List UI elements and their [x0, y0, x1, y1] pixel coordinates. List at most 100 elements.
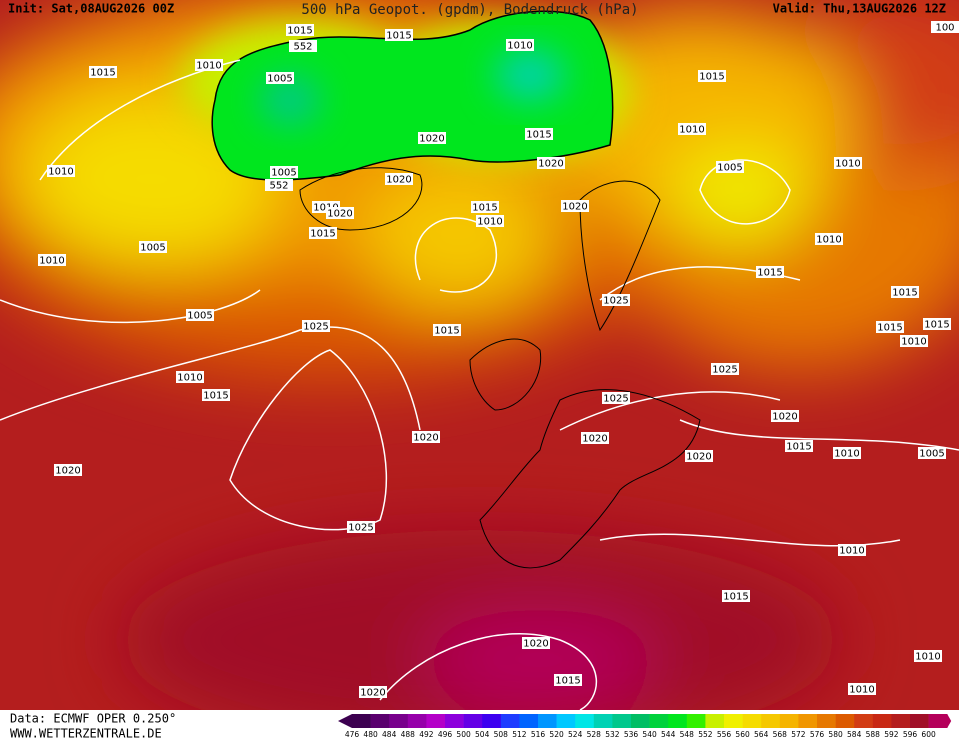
isobar-label: 1015 [877, 323, 902, 334]
isobar-label-box [418, 132, 446, 144]
colorbar-label: 536 [624, 730, 639, 739]
isobar-label: 1020 [582, 434, 607, 445]
colorbar-label: 600 [921, 730, 936, 739]
isobar-label: 1015 [90, 68, 115, 79]
isobar-label-box [522, 637, 550, 649]
site-url: WWW.WETTERZENTRALE.DE [10, 727, 162, 741]
colorbar-label: 548 [680, 730, 695, 739]
isobar-label-box [309, 227, 337, 239]
isobar-label: 1010 [48, 167, 73, 178]
isobar-label-box [265, 179, 293, 191]
colorbar-swatch [724, 714, 743, 728]
colorbar-swatch [482, 714, 502, 728]
isobar-label-box [722, 590, 750, 602]
colorbar-label: 480 [363, 730, 378, 739]
colorbar-swatch [891, 714, 911, 728]
isobar-label: 1015 [203, 391, 228, 402]
colorbar-swatch [389, 714, 409, 728]
isobar-label: 1015 [434, 326, 459, 337]
colorbar-label: 504 [475, 730, 490, 739]
isobar-label: 1020 [772, 412, 797, 423]
colorbar-swatch [370, 714, 390, 728]
isobar-label-box [176, 371, 204, 383]
isobar-labels: 1015 552 1015 1010 1010 1015 1005 1015 1010 1015 1… [38, 21, 959, 699]
colorbar-swatch [779, 714, 799, 728]
colorbar-swatch [705, 714, 725, 728]
isobar-label-box [848, 683, 876, 695]
isobar-label: 1005 [140, 243, 165, 254]
isobar-label-box [412, 431, 440, 443]
isobar-label-box [785, 440, 813, 452]
isobar-label: 1010 [839, 546, 864, 557]
colorbar-swatch [519, 714, 539, 728]
colorbar-label: 540 [642, 730, 657, 739]
isobar-label: 1010 [816, 235, 841, 246]
isobar-label-box [900, 335, 928, 347]
isobar-label-box [561, 200, 589, 212]
isobar-label-box [326, 207, 354, 219]
isobar-label-box [914, 650, 942, 662]
colorbar-arrow-right [947, 714, 952, 728]
colorbar-label: 588 [866, 730, 881, 739]
colorbar-swatch [910, 714, 929, 728]
colorbar-label: 512 [512, 730, 527, 739]
isobar-label: 552 [269, 181, 288, 192]
isobar-label: 1015 [699, 72, 724, 83]
colorbar-swatch [463, 714, 483, 728]
colorbar-swatch [407, 714, 427, 728]
isobar-label-box [266, 72, 294, 84]
isobar-label-box [506, 39, 534, 51]
isobar-label-box [685, 450, 713, 462]
isobar-label: 1010 [901, 337, 926, 348]
isobar-label-box [771, 410, 799, 422]
colorbar-swatch [593, 714, 613, 728]
colorbar-label: 476 [345, 730, 360, 739]
colorbar-label: 496 [438, 730, 453, 739]
isobar-label-box [89, 66, 117, 78]
isobar-label: 1010 [477, 217, 502, 228]
isobar-label: 1010 [507, 41, 532, 52]
colorbar-label: 528 [587, 730, 602, 739]
isobar-label: 1010 [39, 256, 64, 267]
isobar-label-box [139, 241, 167, 253]
init-label: Init: Sat,08AUG2026 00Z [8, 2, 174, 16]
colorbar-label: 508 [494, 730, 509, 739]
isobar-label: 1020 [55, 466, 80, 477]
isobar-label-box [186, 309, 214, 321]
isobar-label: 1005 [919, 449, 944, 460]
isobar-label-box [347, 521, 375, 533]
isobar-label: 1025 [603, 394, 628, 405]
isobar-label-box [678, 123, 706, 135]
colorbar-label: 564 [754, 730, 769, 739]
isobar-label-box [385, 29, 413, 41]
colorbar-label: 532 [605, 730, 620, 739]
isobar-label-box [711, 363, 739, 375]
colorbar-swatch [798, 714, 818, 728]
colorbar-swatch [817, 714, 836, 728]
colorbar-label: 580 [828, 730, 843, 739]
isobar-label-box [918, 447, 946, 459]
isobar-label-box [815, 233, 843, 245]
colorbar-swatch [761, 714, 781, 728]
colorbar-arrow-left [338, 714, 352, 728]
isobar-label: 1015 [786, 442, 811, 453]
colorbar-swatch [538, 714, 557, 728]
isobar-label: 1015 [723, 592, 748, 603]
isobar-label-box [471, 201, 499, 213]
colorbar-swatch [612, 714, 632, 728]
isobar-label: 1005 [267, 74, 292, 85]
isobar-label: 1020 [386, 175, 411, 186]
isobar-label: 1020 [419, 134, 444, 145]
isobar-label-box [302, 320, 330, 332]
isobar-label-box [385, 173, 413, 185]
isobar-label: 100 [935, 23, 954, 34]
isobar-label: 1010 [679, 125, 704, 136]
isobar-label: 1015 [892, 288, 917, 299]
colorbar-swatch [352, 714, 371, 728]
isobar-label-box [923, 318, 951, 330]
isobar-label-box [838, 544, 866, 556]
isobar-label: 1015 [555, 676, 580, 687]
colorbar-swatch [426, 714, 446, 728]
isobar-label: 1015 [287, 26, 312, 37]
